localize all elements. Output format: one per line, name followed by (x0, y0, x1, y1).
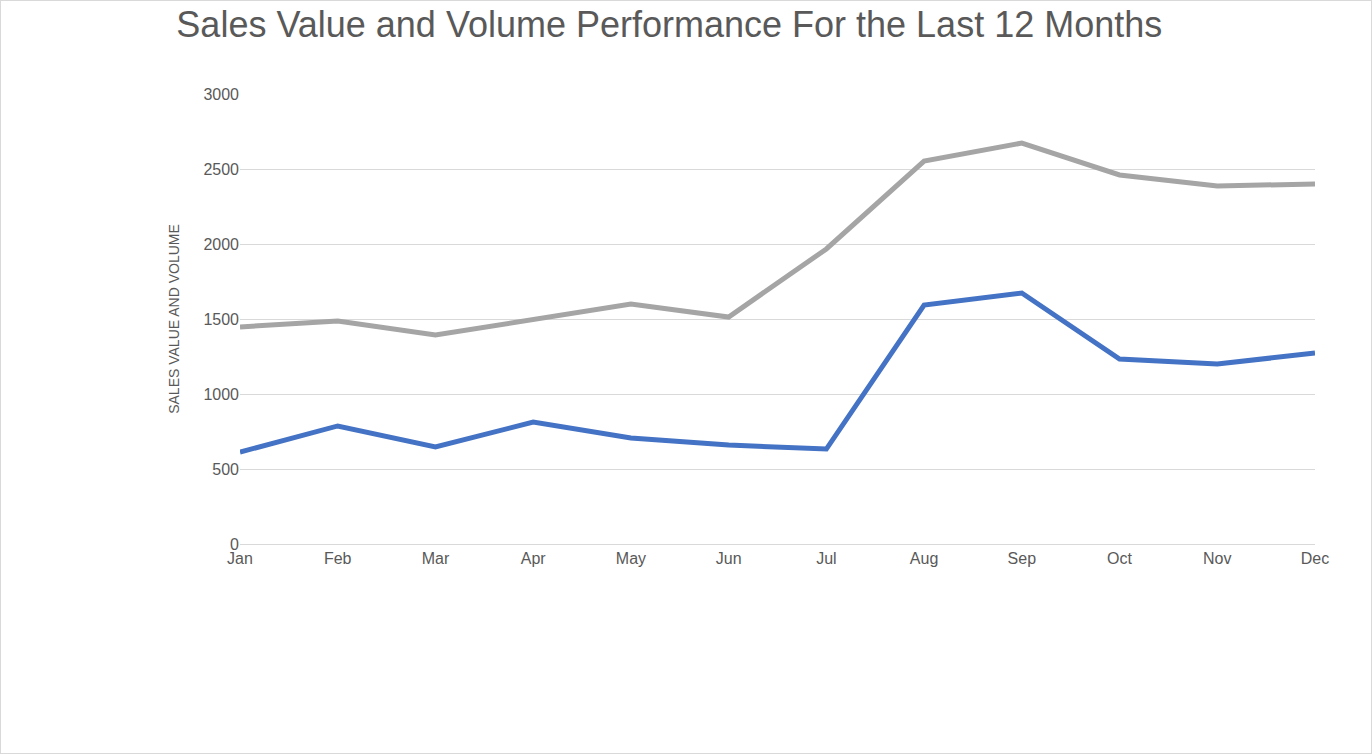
svg-text:Jul: Jul (816, 550, 836, 567)
svg-text:Oct: Oct (1107, 550, 1132, 567)
svg-text:Mar: Mar (422, 550, 450, 567)
svg-text:1000: 1000 (203, 386, 239, 403)
svg-text:Feb: Feb (324, 550, 352, 567)
svg-text:SALES VALUE AND VOLUME: SALES VALUE AND VOLUME (166, 224, 182, 414)
svg-text:0: 0 (230, 536, 239, 553)
svg-text:500: 500 (212, 461, 239, 478)
svg-text:Nov: Nov (1203, 550, 1231, 567)
svg-text:Sep: Sep (1008, 550, 1037, 567)
svg-text:1500: 1500 (203, 311, 239, 328)
svg-text:Sales Value and Volume Perform: Sales Value and Volume Performance For t… (176, 4, 1162, 45)
svg-text:Dec: Dec (1301, 550, 1329, 567)
svg-text:Jan: Jan (227, 550, 253, 567)
svg-text:Apr: Apr (521, 550, 547, 567)
svg-text:2000: 2000 (203, 236, 239, 253)
svg-text:May: May (616, 550, 646, 567)
svg-text:Aug: Aug (910, 550, 938, 567)
svg-text:3000: 3000 (203, 86, 239, 103)
svg-text:Jun: Jun (716, 550, 742, 567)
svg-text:2500: 2500 (203, 161, 239, 178)
